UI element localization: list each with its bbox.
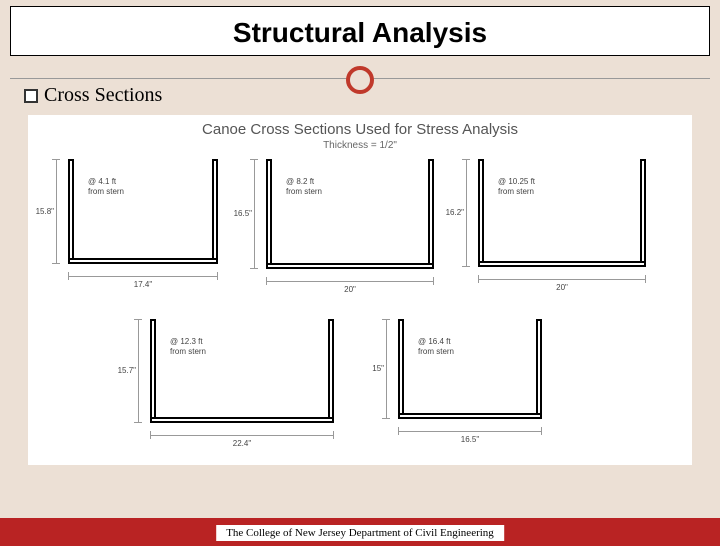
- u-shape: [150, 319, 334, 423]
- height-label: 16.2": [436, 208, 464, 217]
- dim-tick: [250, 268, 258, 269]
- width-label: 16.5": [398, 435, 542, 444]
- wall-bottom: [68, 258, 218, 264]
- location-label: @ 4.1 ftfrom stern: [88, 177, 124, 196]
- location-line2: from stern: [418, 347, 454, 357]
- wall-bottom: [266, 263, 434, 269]
- dim-tick: [478, 275, 479, 283]
- location-line2: from stern: [498, 187, 535, 197]
- u-shape: [398, 319, 542, 419]
- dim-tick: [150, 431, 151, 439]
- dim-tick: [250, 159, 258, 160]
- location-label: @ 12.3 ftfrom stern: [170, 337, 206, 356]
- u-shape: [478, 159, 646, 267]
- location-line2: from stern: [286, 187, 322, 197]
- wall-right: [328, 319, 334, 417]
- wall-bottom: [150, 417, 334, 423]
- cross-section: 15"16.5"@ 16.4 ftfrom stern: [398, 319, 542, 449]
- dim-tick: [68, 272, 69, 280]
- location-line1: @ 12.3 ft: [170, 337, 206, 347]
- width-label: 22.4": [150, 439, 334, 448]
- dim-line-horizontal: [150, 435, 334, 436]
- location-line2: from stern: [88, 187, 124, 197]
- height-label: 15": [356, 364, 384, 373]
- height-label: 15.8": [26, 207, 54, 216]
- dim-tick: [382, 418, 390, 419]
- location-label: @ 10.25 ftfrom stern: [498, 177, 535, 196]
- dim-tick: [645, 275, 646, 283]
- dim-tick: [541, 427, 542, 435]
- dim-line-horizontal: [68, 276, 218, 277]
- height-label: 15.7": [108, 366, 136, 375]
- figure-title: Canoe Cross Sections Used for Stress Ana…: [28, 115, 692, 138]
- dim-line-vertical: [466, 159, 467, 267]
- dim-line-vertical: [386, 319, 387, 419]
- slide-title: Structural Analysis: [11, 17, 709, 49]
- dim-tick: [266, 277, 267, 285]
- wall-right: [640, 159, 646, 261]
- dim-tick: [462, 159, 470, 160]
- slide: Structural Analysis Cross Sections Canoe…: [0, 6, 720, 546]
- wall-right: [428, 159, 434, 263]
- cross-section: 16.2"20"@ 10.25 ftfrom stern: [478, 159, 646, 297]
- dim-tick: [134, 422, 142, 423]
- width-label: 20": [266, 285, 434, 294]
- circle-ornament-icon: [346, 66, 374, 94]
- dim-tick: [217, 272, 218, 280]
- cross-section: 15.7"22.4"@ 12.3 ftfrom stern: [150, 319, 334, 453]
- dim-line-horizontal: [478, 279, 646, 280]
- wall-right: [212, 159, 218, 258]
- location-line1: @ 4.1 ft: [88, 177, 124, 187]
- dim-tick: [398, 427, 399, 435]
- wall-left: [478, 159, 484, 261]
- location-label: @ 8.2 ftfrom stern: [286, 177, 322, 196]
- figure-subtitle: Thickness = 1/2": [28, 140, 692, 151]
- dim-line-vertical: [254, 159, 255, 269]
- wall-left: [150, 319, 156, 417]
- width-label: 20": [478, 283, 646, 292]
- dim-tick: [52, 159, 60, 160]
- wall-right: [536, 319, 542, 413]
- dim-tick: [462, 266, 470, 267]
- wall-left: [68, 159, 74, 258]
- height-label: 16.5": [224, 209, 252, 218]
- cross-section: 15.8"17.4"@ 4.1 ftfrom stern: [68, 159, 218, 294]
- square-bullet-icon: [24, 89, 38, 103]
- location-line1: @ 10.25 ft: [498, 177, 535, 187]
- location-line1: @ 16.4 ft: [418, 337, 454, 347]
- figure-panel: Canoe Cross Sections Used for Stress Ana…: [28, 115, 692, 465]
- location-label: @ 16.4 ftfrom stern: [418, 337, 454, 356]
- location-line1: @ 8.2 ft: [286, 177, 322, 187]
- dim-line-horizontal: [266, 281, 434, 282]
- cross-section: 16.5"20"@ 8.2 ftfrom stern: [266, 159, 434, 299]
- dim-tick: [52, 263, 60, 264]
- sections-container: 15.8"17.4"@ 4.1 ftfrom stern16.5"20"@ 8.…: [28, 159, 692, 465]
- wall-bottom: [478, 261, 646, 267]
- dim-line-vertical: [56, 159, 57, 264]
- dim-line-horizontal: [398, 431, 542, 432]
- bullet-label: Cross Sections: [44, 84, 162, 107]
- bullet-row: Cross Sections: [24, 84, 720, 107]
- dim-tick: [134, 319, 142, 320]
- u-shape: [68, 159, 218, 264]
- wall-left: [266, 159, 272, 263]
- dim-line-vertical: [138, 319, 139, 423]
- dim-tick: [433, 277, 434, 285]
- wall-left: [398, 319, 404, 413]
- u-shape: [266, 159, 434, 269]
- title-container: Structural Analysis: [10, 6, 710, 56]
- dim-tick: [382, 319, 390, 320]
- wall-bottom: [398, 413, 542, 419]
- footer-text: The College of New Jersey Department of …: [216, 525, 504, 541]
- dim-tick: [333, 431, 334, 439]
- width-label: 17.4": [68, 280, 218, 289]
- location-line2: from stern: [170, 347, 206, 357]
